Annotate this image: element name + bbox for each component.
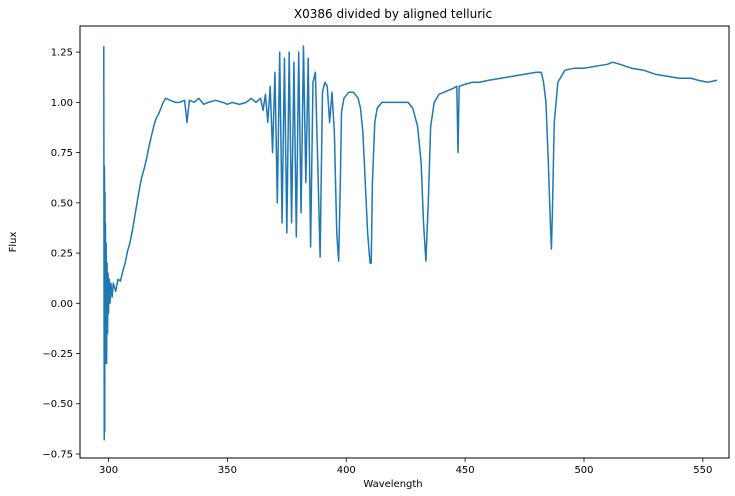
x-tick-label: 550 [693,465,712,476]
y-tick-label: 0.75 [51,148,73,159]
y-tick-label: 0.00 [51,299,73,310]
y-axis-ticks: −0.75 −0.50 −0.25 0.00 0.25 0.50 0.75 1.00 1.25 [42,48,80,460]
y-tick-label: 0.50 [51,198,73,209]
y-tick-label: 1.25 [51,48,73,59]
y-axis-label: Flux [8,232,19,253]
y-tick-label: −0.50 [42,399,73,410]
x-tick-label: 400 [337,465,356,476]
y-tick-label: 1.00 [51,98,73,109]
chart-title: X0386 divided by aligned telluric [294,7,492,21]
y-tick-label: −0.25 [42,349,73,360]
x-axis-ticks: 300 350 400 450 500 550 [99,458,712,476]
x-tick-label: 300 [99,465,118,476]
y-tick-label: 0.25 [51,249,73,260]
x-tick-label: 350 [218,465,237,476]
flux-series-line [103,45,718,441]
x-tick-label: 450 [456,465,475,476]
x-tick-label: 500 [574,465,593,476]
y-tick-label: −0.75 [42,449,73,460]
plot-frame [79,25,730,459]
x-axis-label: Wavelength [363,479,422,490]
